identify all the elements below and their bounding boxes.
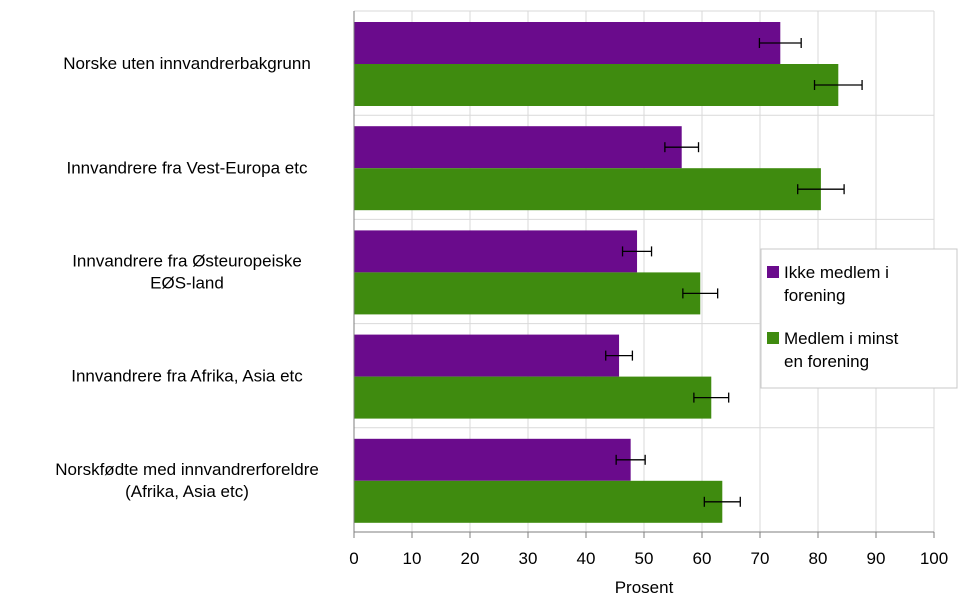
legend-label-line: forening xyxy=(784,286,845,305)
x-tick-label: 20 xyxy=(461,549,480,568)
legend-label-line: en forening xyxy=(784,352,869,371)
legend-label: Medlem i minst en forening xyxy=(784,329,899,371)
x-tick-label: 60 xyxy=(693,549,712,568)
legend-label: Ikke medlem i forening xyxy=(784,263,889,305)
category-label-line: Norskfødte med innvandrerforeldre xyxy=(55,460,319,479)
x-tick-label: 30 xyxy=(519,549,538,568)
legend-label-line: Ikke medlem i xyxy=(784,263,889,282)
error-bar-layer xyxy=(605,38,863,507)
category-label-line: Norske uten innvandrerbakgrunn xyxy=(63,54,311,73)
category-label: Norskfødte med innvandrerforeldre (Afrika… xyxy=(55,460,319,501)
bar xyxy=(354,168,821,211)
x-tick-label: 40 xyxy=(577,549,596,568)
category-label-line: Innvandrere fra Østeuropeiske xyxy=(72,252,302,271)
category-label: Norske uten innvandrerbakgrunn xyxy=(63,54,311,73)
legend-box xyxy=(760,248,958,389)
category-label-line: Innvandrere fra Afrika, Asia etc xyxy=(71,367,303,386)
legend: Ikke medlem i forening Medlem i minst en fo… xyxy=(760,248,958,389)
bar xyxy=(354,334,620,377)
label-layer: 0 10 20 30 40 50 60 70 80 90 100 Prosent Norske uten… xyxy=(55,54,948,597)
legend-label-line: Medlem i minst xyxy=(784,329,899,348)
bar xyxy=(354,22,781,64)
category-label: Innvandrere fra Østeuropeiske EØS-land xyxy=(72,252,302,293)
axis-layer xyxy=(353,11,935,538)
bar xyxy=(354,272,701,315)
x-tick-label: 90 xyxy=(867,549,886,568)
x-tick-label: 70 xyxy=(751,549,770,568)
category-label-line: Innvandrere fra Vest-Europa etc xyxy=(67,158,308,177)
bar xyxy=(354,230,638,273)
bar-layer xyxy=(354,22,839,523)
category-label-line: (Afrika, Asia etc) xyxy=(125,482,249,501)
category-label-line: EØS-land xyxy=(150,274,224,293)
bar xyxy=(354,480,723,523)
x-tick-label: 0 xyxy=(349,549,358,568)
x-tick-label: 10 xyxy=(403,549,422,568)
legend-swatch xyxy=(767,332,779,344)
category-label: Innvandrere fra Vest-Europa etc xyxy=(67,158,308,177)
x-tick-label: 100 xyxy=(920,549,948,568)
x-axis-label: Prosent xyxy=(615,578,674,597)
x-tick-label: 50 xyxy=(635,549,654,568)
bar xyxy=(354,438,631,481)
legend-swatch xyxy=(767,266,779,278)
bar xyxy=(354,126,682,169)
bar xyxy=(354,64,839,106)
bar xyxy=(354,376,712,419)
x-tick-label: 80 xyxy=(809,549,828,568)
category-label: Innvandrere fra Afrika, Asia etc xyxy=(71,367,303,386)
